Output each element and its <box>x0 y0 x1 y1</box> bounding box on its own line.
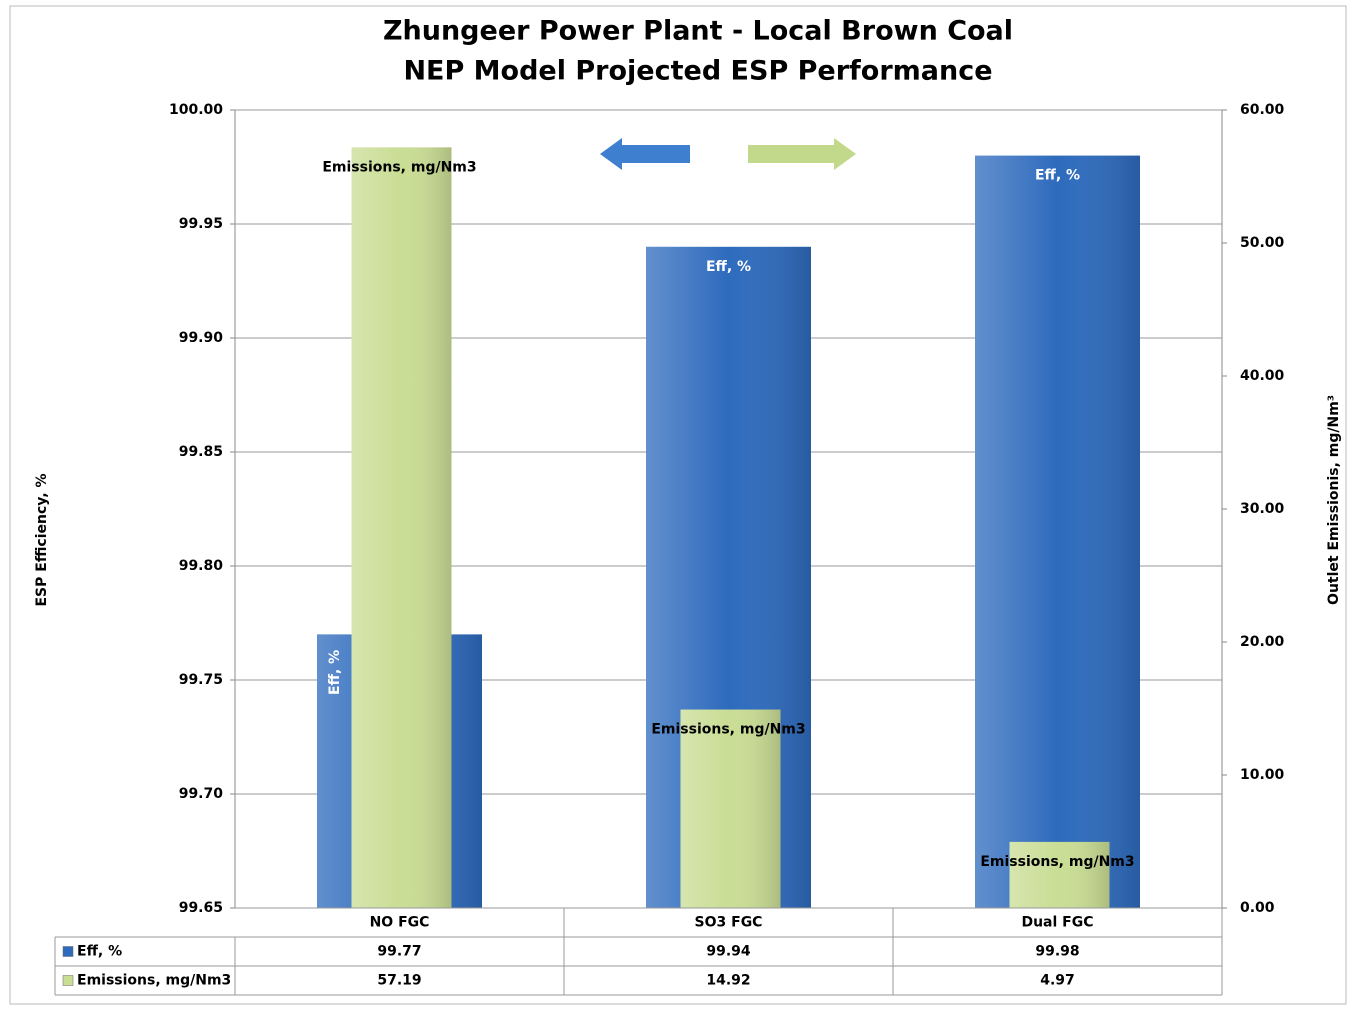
bar-shade <box>975 155 1140 909</box>
bar-label: Eff, % <box>706 259 751 275</box>
y-axis-title: ESP Efficiency, % <box>34 473 50 606</box>
right-arrow <box>748 138 856 170</box>
bar-label: Eff, % <box>327 650 343 695</box>
table-value: 57.19 <box>377 973 421 989</box>
legend-swatch <box>62 975 74 986</box>
y-tick-label: 99.70 <box>179 786 224 802</box>
y2-tick-label: 0.00 <box>1240 900 1275 916</box>
y-tick-label: 99.75 <box>179 672 223 688</box>
y-tick-label: 99.95 <box>179 216 223 232</box>
x-tick-label: Dual FGC <box>1021 915 1093 931</box>
x-tick-label: NO FGC <box>370 915 430 931</box>
chart-subtitle: NEP Model Projected ESP Performance <box>403 56 992 87</box>
y2-tick-label: 30.00 <box>1240 501 1285 517</box>
chart-title: Zhungeer Power Plant - Local Brown Coal <box>383 16 1013 47</box>
table-value: 14.92 <box>706 973 750 989</box>
legend-label: Emissions, mg/Nm3 <box>77 973 231 989</box>
y2-tick-label: 10.00 <box>1240 767 1285 783</box>
y-tick-label: 99.65 <box>179 900 223 916</box>
legend-label: Eff, % <box>77 944 122 960</box>
bar-label: Emissions, mg/Nm3 <box>322 159 476 175</box>
legend-swatch <box>62 946 74 957</box>
bar-label: Emissions, mg/Nm3 <box>980 854 1134 870</box>
y2-axis-title: Outlet Emissionis, mg/Nm³ <box>1326 395 1342 605</box>
y-tick-label: 99.80 <box>179 558 224 574</box>
bar-shade <box>1009 841 1110 908</box>
bar-shade <box>680 709 781 908</box>
x-tick-label: SO3 FGC <box>695 915 763 931</box>
left-arrow <box>600 138 690 170</box>
y-tick-label: 100.00 <box>169 102 223 118</box>
y2-tick-label: 40.00 <box>1240 368 1285 384</box>
table-value: 99.94 <box>706 944 751 960</box>
y-tick-label: 99.85 <box>179 444 223 460</box>
table-value: 4.97 <box>1040 973 1075 989</box>
bar-label: Eff, % <box>1035 168 1080 184</box>
y-tick-label: 99.90 <box>179 330 224 346</box>
table-value: 99.98 <box>1035 944 1079 960</box>
y2-tick-label: 50.00 <box>1240 235 1285 251</box>
y2-tick-label: 20.00 <box>1240 634 1285 650</box>
y2-tick-label: 60.00 <box>1240 102 1285 118</box>
bar-label: Emissions, mg/Nm3 <box>651 722 805 738</box>
table-value: 99.77 <box>377 944 421 960</box>
chart-frame <box>9 5 1347 1005</box>
bar-shade <box>351 147 452 909</box>
